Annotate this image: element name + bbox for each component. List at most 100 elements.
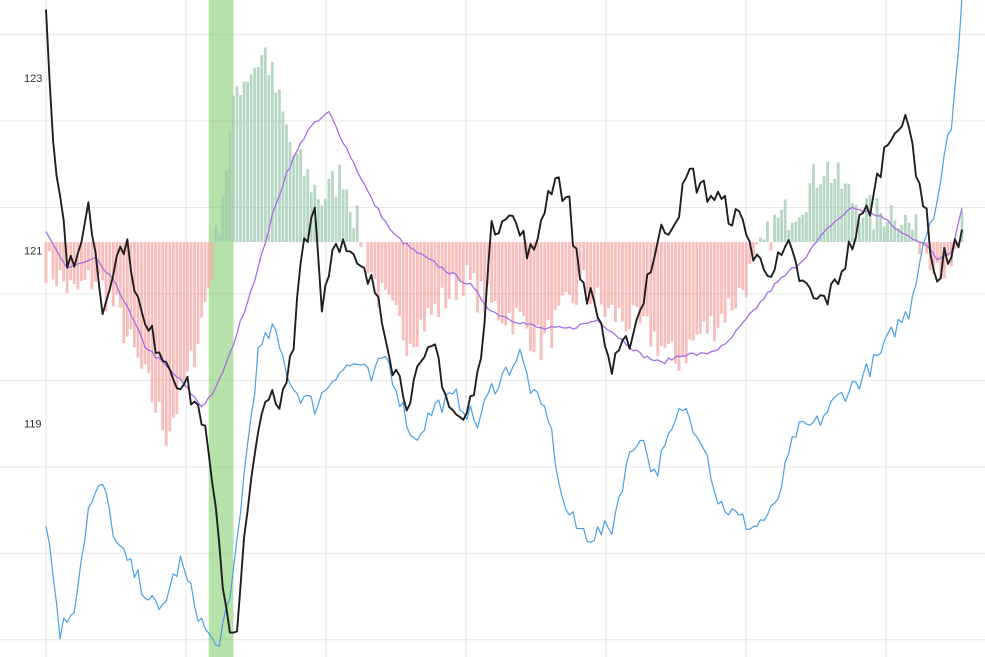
histogram-bar [780, 209, 784, 243]
histogram-bar [118, 242, 122, 308]
histogram-bar [426, 242, 430, 309]
histogram-bar [348, 212, 352, 243]
histogram-bar [713, 242, 716, 342]
histogram-bar [628, 242, 631, 330]
histogram-bar [299, 149, 303, 243]
histogram-bar [656, 242, 660, 356]
histogram-bar [302, 175, 306, 243]
histogram-bar [288, 142, 292, 243]
histogram-bar [621, 242, 624, 322]
histogram-bar [147, 242, 150, 374]
histogram-bar [267, 75, 271, 243]
histogram-bar [405, 242, 409, 357]
histogram-bar [575, 242, 578, 305]
histogram-bar [536, 242, 540, 326]
histogram-bar [260, 54, 264, 243]
histogram-bar [695, 242, 699, 335]
histogram-bar [882, 226, 886, 243]
histogram-bar [801, 214, 805, 243]
y-tick-label: 121 [24, 246, 42, 258]
histogram-bar [352, 228, 356, 243]
histogram-bar [295, 153, 299, 243]
histogram-bar [907, 222, 911, 243]
histogram-bar [766, 221, 769, 243]
histogram-bar [171, 242, 175, 418]
histogram-bar [886, 221, 890, 243]
histogram-bar [879, 212, 883, 243]
histogram-bar [635, 242, 639, 308]
histogram-bar [773, 214, 776, 243]
histogram-bar [274, 92, 278, 243]
histogram-bar [423, 242, 426, 332]
histogram-bar [861, 217, 865, 243]
histogram-bar [751, 242, 755, 256]
histogram-bar [592, 242, 596, 302]
histogram-bar [589, 242, 593, 305]
histogram-bar [408, 242, 412, 344]
histogram-bar [362, 242, 366, 243]
histogram-bar [578, 242, 582, 282]
histogram-bar [51, 242, 55, 280]
histogram-bar [935, 242, 939, 263]
histogram-bar [932, 242, 936, 275]
histogram-bar [822, 175, 826, 243]
histogram-bar [787, 229, 791, 243]
price-series-line [45, 0, 963, 647]
histogram-bar [133, 242, 136, 348]
histogram-bar [263, 47, 267, 243]
histogram-bar [737, 242, 741, 288]
histogram-bar [323, 198, 327, 243]
histogram-bar [776, 217, 780, 243]
histogram-bar [681, 242, 685, 357]
y-axis-ticks: 119 121 123 [24, 73, 42, 431]
histogram-bar [688, 242, 692, 340]
histogram-bar [401, 242, 405, 341]
histogram-bar [960, 210, 964, 243]
histogram-bar [150, 242, 154, 403]
histogram-bar [454, 242, 458, 301]
histogram-bar [369, 242, 373, 273]
histogram-bar [249, 74, 253, 243]
histogram-bar [507, 242, 511, 314]
histogram-bar [186, 242, 189, 372]
histogram-bar [674, 242, 677, 364]
histogram-bar [115, 242, 119, 295]
histogram-bar [624, 242, 628, 332]
histogram-bar [246, 81, 250, 243]
histogram-bar [292, 155, 295, 243]
histogram-bar [440, 242, 444, 288]
histogram-bar [518, 242, 522, 313]
histogram-bar [840, 188, 844, 243]
histogram-bar [808, 183, 812, 243]
histogram-bar [865, 198, 868, 243]
histogram-bar [850, 202, 854, 243]
histogram-bar [953, 242, 957, 250]
histogram-bar [613, 242, 617, 322]
histogram-bar [493, 242, 497, 302]
histogram-bar [125, 242, 129, 337]
histogram-bar [447, 242, 451, 299]
histogram-bar [564, 242, 568, 293]
histogram-bar [783, 199, 787, 243]
histogram-bar [108, 242, 112, 293]
histogram-bar [48, 242, 51, 252]
histogram-bar [143, 242, 147, 365]
histogram-bar [490, 242, 494, 303]
histogram-bar [415, 242, 419, 347]
histogram-layer [44, 47, 964, 446]
histogram-bar [154, 242, 158, 413]
highlight-band [208, 0, 234, 657]
histogram-bar [532, 242, 536, 353]
histogram-bar [281, 111, 285, 243]
histogram-bar [182, 242, 186, 387]
lines-layer [45, 0, 963, 647]
histogram-bar [730, 242, 734, 311]
histogram-bar [918, 242, 921, 255]
histogram-bar [338, 164, 341, 243]
histogram-bar [826, 161, 830, 243]
histogram-bar [727, 242, 730, 299]
histogram-bar [412, 242, 416, 348]
histogram-bar [546, 242, 550, 321]
histogram-bar [196, 242, 200, 344]
